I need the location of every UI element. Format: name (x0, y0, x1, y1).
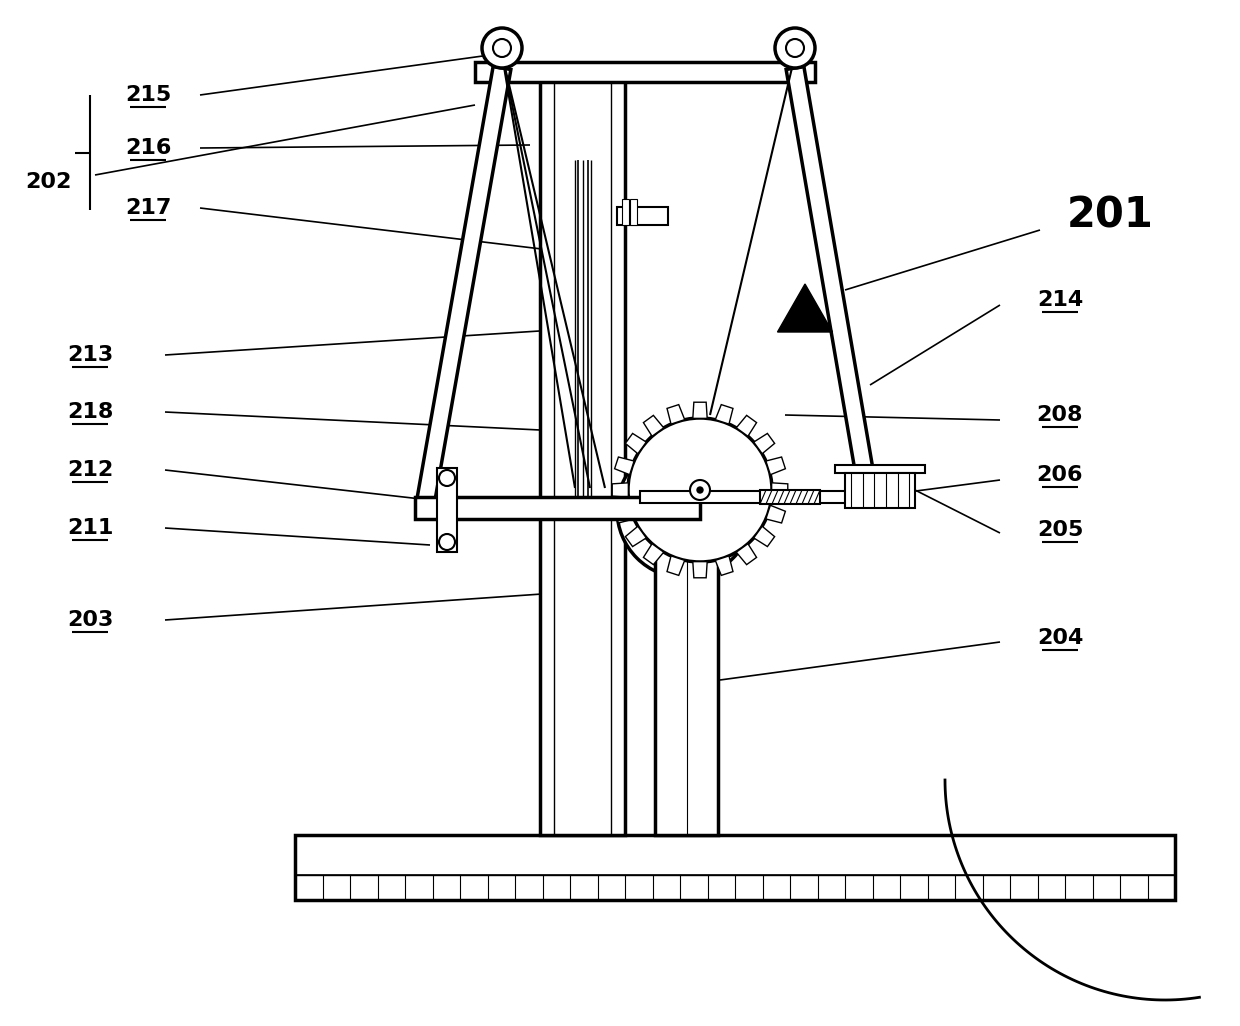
Bar (844, 473, 915, 508)
Bar (415, 497, 701, 519)
Bar (622, 199, 629, 225)
Text: 217: 217 (125, 198, 171, 218)
Polygon shape (417, 67, 511, 507)
Circle shape (689, 480, 711, 500)
Polygon shape (754, 433, 775, 453)
Polygon shape (613, 483, 629, 498)
Polygon shape (667, 556, 684, 576)
Bar (295, 835, 1176, 900)
Text: 202: 202 (25, 172, 71, 192)
Polygon shape (693, 561, 707, 578)
Text: 218: 218 (67, 402, 113, 422)
Polygon shape (625, 526, 646, 547)
Text: 216: 216 (125, 139, 171, 158)
Polygon shape (766, 457, 785, 475)
Circle shape (627, 418, 773, 562)
Circle shape (775, 28, 815, 68)
Text: 212: 212 (67, 460, 113, 480)
Text: 204: 204 (1037, 628, 1084, 648)
Polygon shape (715, 404, 733, 424)
Circle shape (439, 534, 455, 550)
Polygon shape (693, 402, 707, 419)
Polygon shape (615, 457, 634, 475)
Bar (630, 199, 637, 225)
Polygon shape (625, 433, 646, 453)
Circle shape (494, 39, 511, 57)
Bar (475, 62, 815, 82)
Polygon shape (766, 505, 785, 523)
Text: 201: 201 (1066, 194, 1153, 236)
Circle shape (482, 28, 522, 68)
Bar (760, 490, 820, 504)
Bar (539, 78, 625, 835)
Circle shape (697, 487, 703, 494)
Bar (655, 508, 718, 835)
Bar (436, 468, 458, 552)
Text: 208: 208 (1037, 405, 1084, 425)
Text: 203: 203 (67, 610, 113, 630)
Text: 211: 211 (67, 518, 113, 538)
Polygon shape (644, 416, 663, 436)
Text: 205: 205 (1037, 520, 1084, 540)
Circle shape (786, 39, 804, 57)
Circle shape (439, 470, 455, 486)
Bar (835, 465, 925, 473)
Polygon shape (771, 483, 787, 498)
Polygon shape (777, 284, 832, 332)
Text: 215: 215 (125, 85, 171, 105)
Text: 206: 206 (1037, 465, 1084, 485)
Polygon shape (715, 556, 733, 576)
Polygon shape (737, 544, 756, 564)
Polygon shape (644, 544, 663, 564)
Bar (618, 207, 668, 225)
Polygon shape (786, 67, 879, 507)
Polygon shape (737, 416, 756, 436)
Bar (640, 491, 900, 503)
Polygon shape (754, 526, 775, 547)
Polygon shape (615, 505, 634, 523)
Circle shape (618, 442, 753, 578)
Polygon shape (667, 404, 684, 424)
Text: 213: 213 (67, 345, 113, 365)
Text: 214: 214 (1037, 290, 1083, 310)
